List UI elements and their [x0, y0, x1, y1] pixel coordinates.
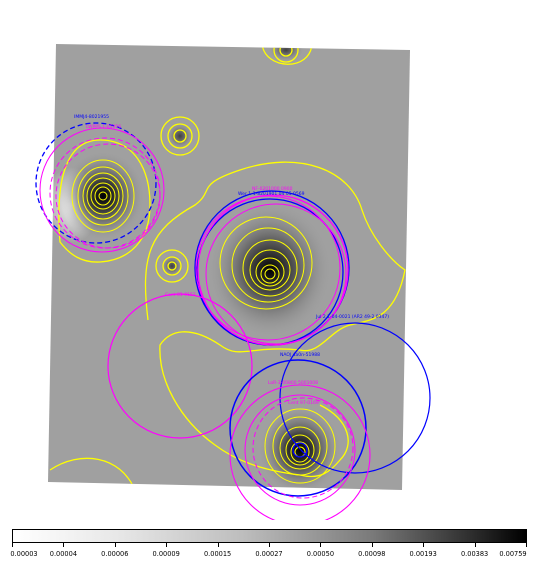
colorbar-ticks: 0.00003 0.00004 0.00006 0.00009 0.00015 0.000… — [10, 543, 527, 573]
colorbar-tick-mark — [166, 543, 168, 547]
label-center-blue: Wer 1-1-8201901 04 05 0569 — [238, 191, 305, 197]
colorbar-tick-mark — [63, 543, 65, 547]
label-mid-left-magenta: Cent 81-0152 — [165, 292, 196, 298]
source-top-left — [61, 151, 145, 241]
label-bottom-magenta-1: LoR-3-00800 5001008 — [268, 380, 318, 386]
region-center-magenta-3 — [205, 203, 347, 345]
colorbar-tick-mark — [423, 543, 425, 547]
region-bottom-magenta-3 — [252, 397, 354, 499]
colorbar-tick-label: 0.00004 — [49, 550, 78, 558]
label-top-left-blue: IMMJ4-8021955 — [74, 114, 109, 120]
colorbar-tick-mark — [12, 543, 13, 547]
sky-image-plot: IMMJ4-8021955 LWPPS 1-05956 Wer 1-1-8201… — [35, 44, 431, 520]
label-bottom-magenta-2: Cent 97-0169 — [288, 400, 319, 406]
colorbar-tick-mark — [371, 543, 373, 547]
colorbar-tick-mark — [526, 543, 527, 547]
region-top-left-magenta-2 — [55, 143, 161, 249]
colorbar-tick-mark — [320, 543, 322, 547]
label-right-blue: Jul 2 1-04-0021 (AR2 49-2 0347) — [315, 314, 389, 320]
colorbar-tick-label: 0.00003 — [10, 550, 38, 558]
core-contours — [71, 159, 336, 484]
colorbar-tick-mark — [114, 543, 116, 547]
region-bottom-magenta-2 — [244, 394, 356, 506]
region-top-left-magenta-3 — [39, 127, 165, 253]
region-top-left-blue — [35, 122, 157, 244]
colorbar-tick-mark — [269, 543, 270, 547]
label-top-left-magenta: LWPPS 1-05956 — [86, 124, 121, 130]
colorbar-tick-label: 0.00050 — [306, 550, 335, 558]
label-center-magenta: NF-0201000 0900 — [252, 186, 293, 192]
region-overlays — [35, 122, 431, 520]
region-mid-left-magenta — [107, 293, 253, 439]
source-bottom — [258, 405, 342, 490]
colorbar-tick-label: 0.00027 — [255, 550, 283, 558]
region-bottom-magenta-1 — [229, 384, 371, 520]
colorbar-tick-label: 0.00759 — [499, 550, 527, 558]
region-center-magenta-2 — [195, 195, 341, 341]
colorbar-tick-label: 0.00015 — [203, 550, 232, 558]
label-bottom-blue: NAOJ 4a0n-51988 — [280, 352, 320, 358]
colorbar — [12, 529, 527, 543]
source-top-edge — [268, 44, 304, 62]
region-bottom-blue-2 — [292, 442, 308, 458]
colorbar-tick-label: 0.00009 — [152, 550, 180, 558]
source-small-a — [166, 122, 194, 150]
colorbar-tick-label: 0.00193 — [409, 550, 437, 558]
region-center-magenta-1 — [197, 194, 349, 346]
colorbar-tick-label: 0.00098 — [358, 550, 386, 558]
colorbar-tick-label: 0.00383 — [460, 550, 489, 558]
region-right-blue — [279, 322, 431, 474]
colorbar-tick-mark — [217, 543, 219, 547]
source-center — [208, 202, 332, 338]
contour-lines — [49, 44, 406, 490]
region-bottom-blue-1 — [229, 359, 367, 497]
colorbar-tick-label: 0.00006 — [101, 550, 129, 558]
colorbar-tick-mark — [474, 543, 476, 547]
